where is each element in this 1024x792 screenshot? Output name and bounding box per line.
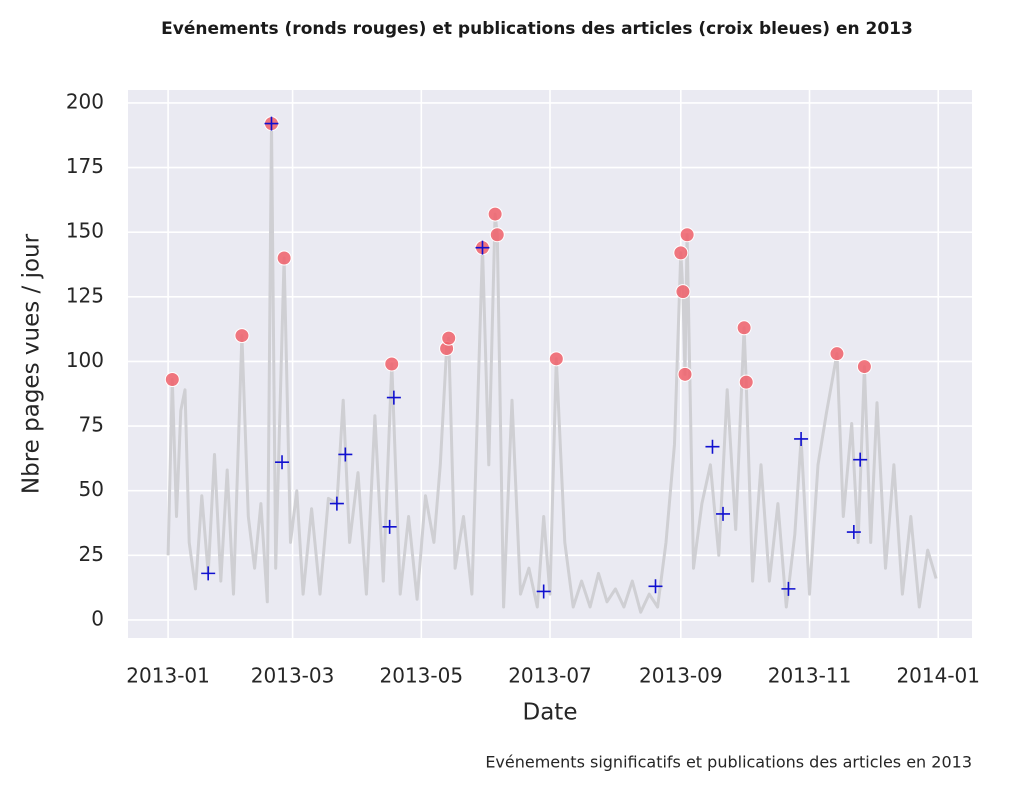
x-tick-label: 2013-07: [508, 664, 592, 688]
publication-marker: [329, 496, 344, 511]
publication-marker: [382, 519, 397, 534]
event-point: [675, 284, 691, 300]
chart-title: Evénements (ronds rouges) et publication…: [161, 19, 913, 39]
y-tick-label: 75: [79, 413, 104, 437]
x-tick-label: 2013-03: [251, 664, 335, 688]
y-tick-label: 150: [66, 219, 104, 243]
publication-marker: [648, 579, 663, 594]
event-point: [738, 374, 754, 390]
x-tick-label: 2013-05: [380, 664, 464, 688]
event-point: [677, 366, 693, 382]
publication-marker: [705, 439, 720, 454]
y-tick-label: 100: [66, 348, 104, 372]
publication-marker: [475, 240, 490, 255]
publication-marker: [536, 584, 551, 599]
event-point: [489, 227, 505, 243]
x-tick-label: 2013-09: [639, 664, 723, 688]
y-axis-label: Nbre pages vues / jour: [19, 233, 45, 494]
publication-marker: [716, 506, 731, 521]
x-tick-label: 2013-11: [768, 664, 852, 688]
x-tick-label: 2013-01: [126, 664, 210, 688]
caption: Evénements significatifs et publications…: [485, 753, 972, 772]
publication-marker: [846, 525, 861, 540]
event-point: [673, 245, 689, 261]
event-point: [679, 227, 695, 243]
y-tick-label: 0: [91, 606, 104, 630]
event-point: [276, 250, 292, 266]
y-tick-label: 125: [66, 283, 104, 307]
publication-marker: [338, 447, 353, 462]
publication-marker: [201, 566, 216, 581]
publication-marker: [275, 455, 290, 470]
event-point: [487, 206, 503, 222]
publication-marker: [853, 452, 868, 467]
publication-marker: [264, 116, 279, 131]
event-point: [829, 346, 845, 362]
line: [166, 122, 938, 614]
event-point: [384, 356, 400, 372]
publication-marker: [781, 581, 796, 596]
y-tick-label: 50: [79, 477, 104, 501]
x-tick-label: 2014-01: [896, 664, 980, 688]
event-point: [234, 328, 250, 344]
event-point: [164, 372, 180, 388]
y-tick-label: 25: [79, 542, 104, 566]
publication-marker: [794, 431, 809, 446]
x-axis-label: Date: [523, 700, 578, 726]
publication-marker: [386, 390, 401, 405]
event-point: [548, 351, 564, 367]
y-tick-label: 175: [66, 154, 104, 178]
event-point: [441, 330, 457, 346]
y-tick-label: 200: [66, 89, 104, 113]
event-point: [856, 359, 872, 375]
event-point: [736, 320, 752, 336]
